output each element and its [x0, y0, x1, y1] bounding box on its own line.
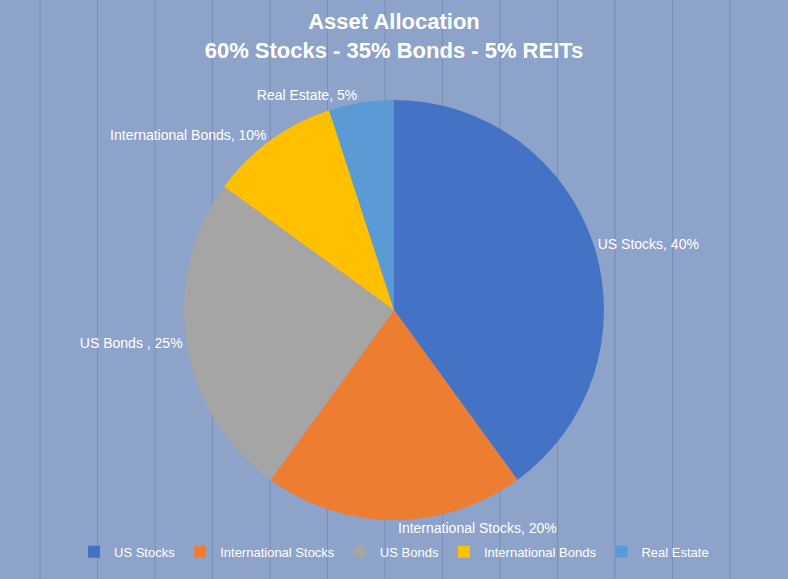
- svg-text:International Stocks, 20%: International Stocks, 20%: [398, 520, 557, 536]
- svg-text:International Bonds, 10%: International Bonds, 10%: [110, 127, 266, 143]
- svg-text:US Bonds: US Bonds: [380, 545, 439, 560]
- svg-text:International Bonds: International Bonds: [484, 545, 597, 560]
- svg-text:US Stocks: US Stocks: [114, 545, 175, 560]
- svg-text:US Stocks, 40%: US Stocks, 40%: [598, 236, 699, 252]
- svg-text:International Stocks: International Stocks: [220, 545, 335, 560]
- svg-text:Real Estate, 5%: Real Estate, 5%: [257, 87, 357, 103]
- svg-text:US Bonds , 25%: US Bonds , 25%: [80, 335, 183, 351]
- svg-text:Real Estate: Real Estate: [641, 545, 708, 560]
- svg-text:Asset Allocation60% Stocks - 3: Asset Allocation60% Stocks - 35% Bonds -…: [205, 9, 584, 63]
